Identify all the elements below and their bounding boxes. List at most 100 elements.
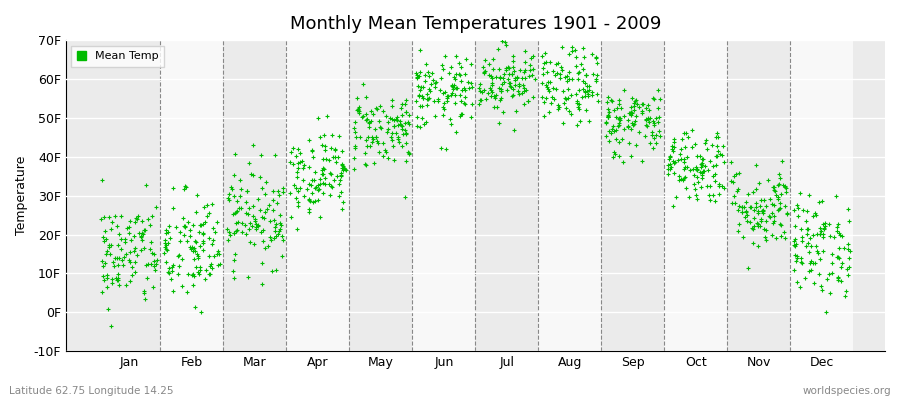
Legend: Mean Temp: Mean Temp bbox=[71, 46, 164, 67]
Point bbox=[257, 215, 272, 221]
Point bbox=[322, 181, 337, 187]
Point bbox=[142, 246, 157, 252]
Point bbox=[359, 162, 374, 168]
Point bbox=[542, 88, 556, 94]
Point bbox=[311, 196, 326, 203]
Point bbox=[160, 269, 175, 275]
Point bbox=[662, 166, 676, 172]
Point bbox=[536, 94, 550, 100]
Point bbox=[644, 132, 659, 138]
Point bbox=[212, 261, 227, 268]
Point bbox=[274, 226, 288, 232]
Point bbox=[94, 215, 108, 222]
Point bbox=[271, 230, 285, 237]
Point bbox=[385, 96, 400, 103]
Point bbox=[346, 155, 361, 162]
Point bbox=[772, 205, 787, 211]
Point bbox=[755, 208, 770, 214]
Point bbox=[767, 202, 781, 208]
Point bbox=[246, 203, 260, 209]
Point bbox=[799, 226, 814, 232]
Bar bbox=[475, 40, 538, 351]
Point bbox=[419, 90, 434, 97]
Point bbox=[454, 111, 468, 117]
Point bbox=[775, 157, 789, 164]
Point bbox=[751, 222, 765, 229]
Point bbox=[107, 254, 122, 261]
Point bbox=[647, 96, 662, 102]
Point bbox=[664, 164, 679, 170]
Point bbox=[419, 96, 434, 102]
Point bbox=[464, 61, 478, 68]
Point bbox=[709, 162, 724, 168]
Point bbox=[284, 149, 299, 156]
Point bbox=[412, 92, 427, 99]
Point bbox=[95, 272, 110, 279]
Point bbox=[262, 202, 276, 208]
Point bbox=[436, 90, 450, 96]
Point bbox=[375, 152, 390, 159]
Point bbox=[637, 132, 652, 139]
Point bbox=[364, 142, 378, 149]
Point bbox=[488, 94, 502, 101]
Bar bbox=[286, 40, 349, 351]
Point bbox=[789, 202, 804, 208]
Point bbox=[273, 228, 287, 234]
Point bbox=[419, 102, 434, 108]
Point bbox=[158, 237, 172, 243]
Point bbox=[624, 126, 638, 132]
Point bbox=[693, 153, 707, 160]
Point bbox=[754, 216, 769, 222]
Point bbox=[695, 156, 709, 162]
Point bbox=[483, 93, 498, 99]
Point bbox=[814, 282, 828, 289]
Point bbox=[270, 200, 284, 206]
Point bbox=[770, 207, 785, 213]
Point bbox=[540, 69, 554, 75]
Point bbox=[316, 180, 330, 187]
Point bbox=[193, 267, 207, 273]
Point bbox=[421, 95, 436, 102]
Point bbox=[316, 156, 330, 162]
Point bbox=[436, 112, 450, 119]
Point bbox=[211, 262, 225, 268]
Point bbox=[842, 254, 856, 261]
Point bbox=[346, 166, 361, 172]
Point bbox=[507, 126, 521, 133]
Bar bbox=[349, 40, 412, 351]
Point bbox=[332, 181, 347, 187]
Point bbox=[601, 114, 616, 120]
Point bbox=[764, 201, 778, 208]
Point bbox=[202, 253, 216, 259]
Point bbox=[756, 207, 770, 213]
Point bbox=[296, 193, 310, 199]
Point bbox=[670, 157, 685, 163]
Point bbox=[248, 226, 263, 232]
Point bbox=[804, 258, 818, 264]
Point bbox=[140, 262, 154, 269]
Point bbox=[438, 88, 453, 95]
Point bbox=[402, 121, 417, 128]
Point bbox=[334, 173, 348, 180]
Point bbox=[572, 105, 586, 112]
Point bbox=[813, 231, 827, 238]
Point bbox=[598, 119, 613, 126]
Point bbox=[662, 161, 677, 168]
Point bbox=[145, 250, 159, 256]
Point bbox=[248, 216, 262, 222]
Point bbox=[458, 94, 473, 100]
Point bbox=[138, 296, 152, 303]
Point bbox=[842, 206, 856, 212]
Point bbox=[769, 192, 783, 198]
Point bbox=[622, 110, 636, 116]
Point bbox=[826, 234, 841, 240]
Point bbox=[679, 184, 693, 191]
Point bbox=[367, 159, 382, 166]
Point bbox=[612, 153, 626, 159]
Point bbox=[285, 160, 300, 167]
Point bbox=[788, 236, 802, 243]
Point bbox=[622, 140, 636, 146]
Point bbox=[716, 184, 731, 191]
Point bbox=[124, 236, 139, 243]
Point bbox=[645, 128, 660, 135]
